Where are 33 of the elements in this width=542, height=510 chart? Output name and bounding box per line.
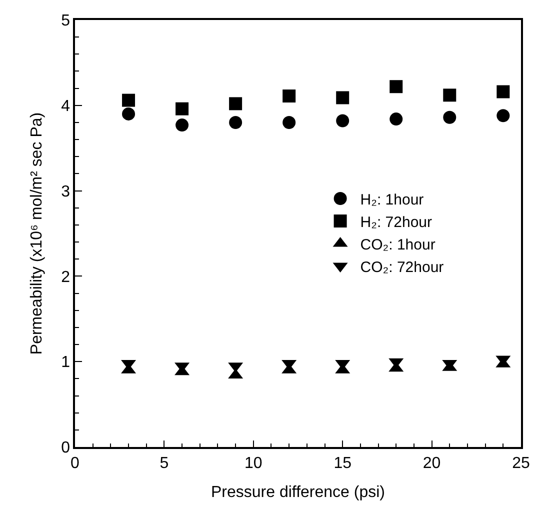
- point: [229, 97, 242, 110]
- point: [336, 91, 350, 104]
- y-tick-label: 1: [61, 354, 70, 372]
- y-tick-label: 2: [61, 268, 70, 286]
- legend-label: H₂: 72hour: [360, 214, 432, 231]
- x-tick-label: 5: [160, 454, 169, 472]
- y-tick-label: 0: [61, 440, 70, 457]
- legend-label: CO₂: 72hour: [360, 258, 444, 276]
- legend-label: H₂: 1hour: [360, 191, 424, 208]
- point: [122, 94, 136, 107]
- point: [229, 116, 242, 129]
- point: [282, 90, 296, 103]
- point: [496, 109, 510, 122]
- point: [176, 118, 189, 132]
- point: [443, 88, 456, 102]
- y-tick-label: 4: [61, 98, 70, 115]
- point: [390, 112, 403, 126]
- point: [122, 107, 136, 120]
- y-axis-title: Permeability (x10⁶ mol/m² sec Pa): [28, 112, 46, 355]
- point: [496, 85, 510, 98]
- x-tick-label: 10: [244, 454, 262, 472]
- x-tick-label: 25: [512, 454, 530, 472]
- point: [390, 80, 403, 94]
- point: [443, 110, 456, 124]
- point: [336, 114, 350, 128]
- x-tick-label: 15: [334, 454, 352, 472]
- point: [176, 102, 189, 116]
- x-axis-title: Pressure difference (psi): [211, 484, 385, 502]
- y-tick-label: 3: [61, 183, 70, 200]
- x-tick-label: 20: [422, 454, 441, 472]
- y-tick-label: 5: [61, 12, 70, 30]
- legend-label: CO₂: 1hour: [360, 236, 436, 254]
- point: [282, 116, 296, 129]
